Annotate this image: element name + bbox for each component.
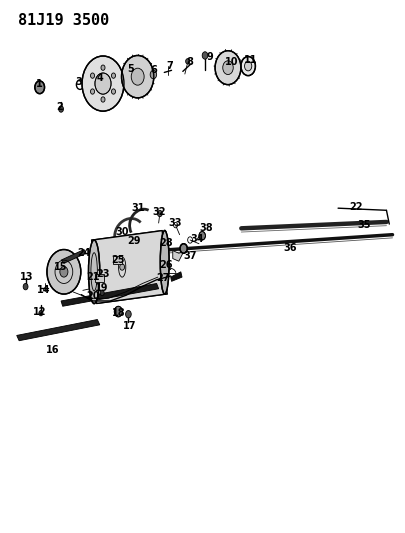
Circle shape	[101, 65, 105, 70]
Text: 27: 27	[156, 273, 169, 283]
Text: 81J19 3500: 81J19 3500	[17, 13, 109, 28]
Text: 12: 12	[33, 306, 46, 317]
Polygon shape	[61, 249, 86, 263]
Circle shape	[35, 81, 45, 94]
Circle shape	[100, 290, 104, 296]
Circle shape	[157, 211, 162, 216]
Circle shape	[111, 73, 115, 78]
Circle shape	[119, 264, 124, 270]
Circle shape	[90, 89, 94, 94]
Text: 22: 22	[349, 202, 362, 212]
Circle shape	[222, 61, 232, 75]
Text: 9: 9	[207, 52, 213, 62]
Circle shape	[150, 70, 156, 79]
Text: 28: 28	[159, 238, 172, 248]
Circle shape	[202, 52, 207, 59]
Text: 30: 30	[115, 227, 129, 237]
Text: 35: 35	[357, 220, 370, 230]
Circle shape	[111, 89, 115, 94]
Polygon shape	[171, 272, 181, 281]
Text: 1: 1	[36, 78, 43, 88]
Circle shape	[114, 306, 122, 317]
Circle shape	[95, 73, 111, 94]
Text: 21: 21	[86, 272, 100, 282]
Text: 19: 19	[94, 282, 108, 293]
Text: 14: 14	[37, 285, 50, 295]
Text: 6: 6	[150, 66, 157, 75]
Circle shape	[58, 106, 63, 112]
Text: 18: 18	[112, 308, 126, 318]
Text: 23: 23	[96, 270, 109, 279]
Text: 26: 26	[159, 261, 172, 270]
Text: 36: 36	[282, 243, 296, 253]
FancyBboxPatch shape	[113, 256, 122, 264]
Polygon shape	[61, 284, 158, 306]
Text: 32: 32	[152, 207, 166, 217]
Text: 10: 10	[225, 57, 238, 67]
Circle shape	[198, 231, 205, 240]
Text: 31: 31	[130, 203, 144, 213]
Polygon shape	[173, 251, 183, 261]
Circle shape	[39, 311, 43, 316]
Text: 7: 7	[166, 61, 173, 71]
FancyBboxPatch shape	[95, 274, 104, 282]
Circle shape	[101, 97, 105, 102]
Text: 4: 4	[96, 73, 103, 83]
Circle shape	[185, 59, 189, 64]
Circle shape	[23, 284, 28, 290]
Text: 16: 16	[46, 345, 60, 356]
Text: 15: 15	[54, 262, 68, 271]
Text: 2: 2	[56, 102, 63, 112]
Text: 17: 17	[123, 321, 136, 331]
Text: 20: 20	[86, 290, 100, 301]
Text: 34: 34	[190, 234, 203, 244]
Text: 8: 8	[186, 58, 193, 67]
Text: 37: 37	[183, 251, 196, 261]
Text: 3: 3	[75, 77, 82, 87]
Circle shape	[125, 311, 131, 318]
Circle shape	[240, 56, 255, 76]
Circle shape	[82, 56, 124, 111]
Text: 33: 33	[168, 218, 182, 228]
Ellipse shape	[160, 230, 169, 294]
Polygon shape	[17, 319, 100, 341]
Text: 25: 25	[111, 255, 125, 265]
Circle shape	[131, 68, 144, 85]
Circle shape	[47, 249, 81, 294]
Text: 11: 11	[243, 55, 257, 64]
Circle shape	[215, 51, 240, 85]
Polygon shape	[92, 231, 167, 303]
Circle shape	[179, 244, 187, 253]
Circle shape	[90, 73, 94, 78]
Text: 29: 29	[127, 236, 140, 246]
Text: 13: 13	[19, 272, 33, 282]
Text: 38: 38	[199, 223, 213, 233]
Text: 24: 24	[77, 248, 91, 258]
Circle shape	[244, 61, 251, 71]
Text: 5: 5	[127, 64, 134, 74]
Circle shape	[121, 55, 153, 98]
Ellipse shape	[88, 240, 100, 304]
Circle shape	[60, 266, 68, 277]
